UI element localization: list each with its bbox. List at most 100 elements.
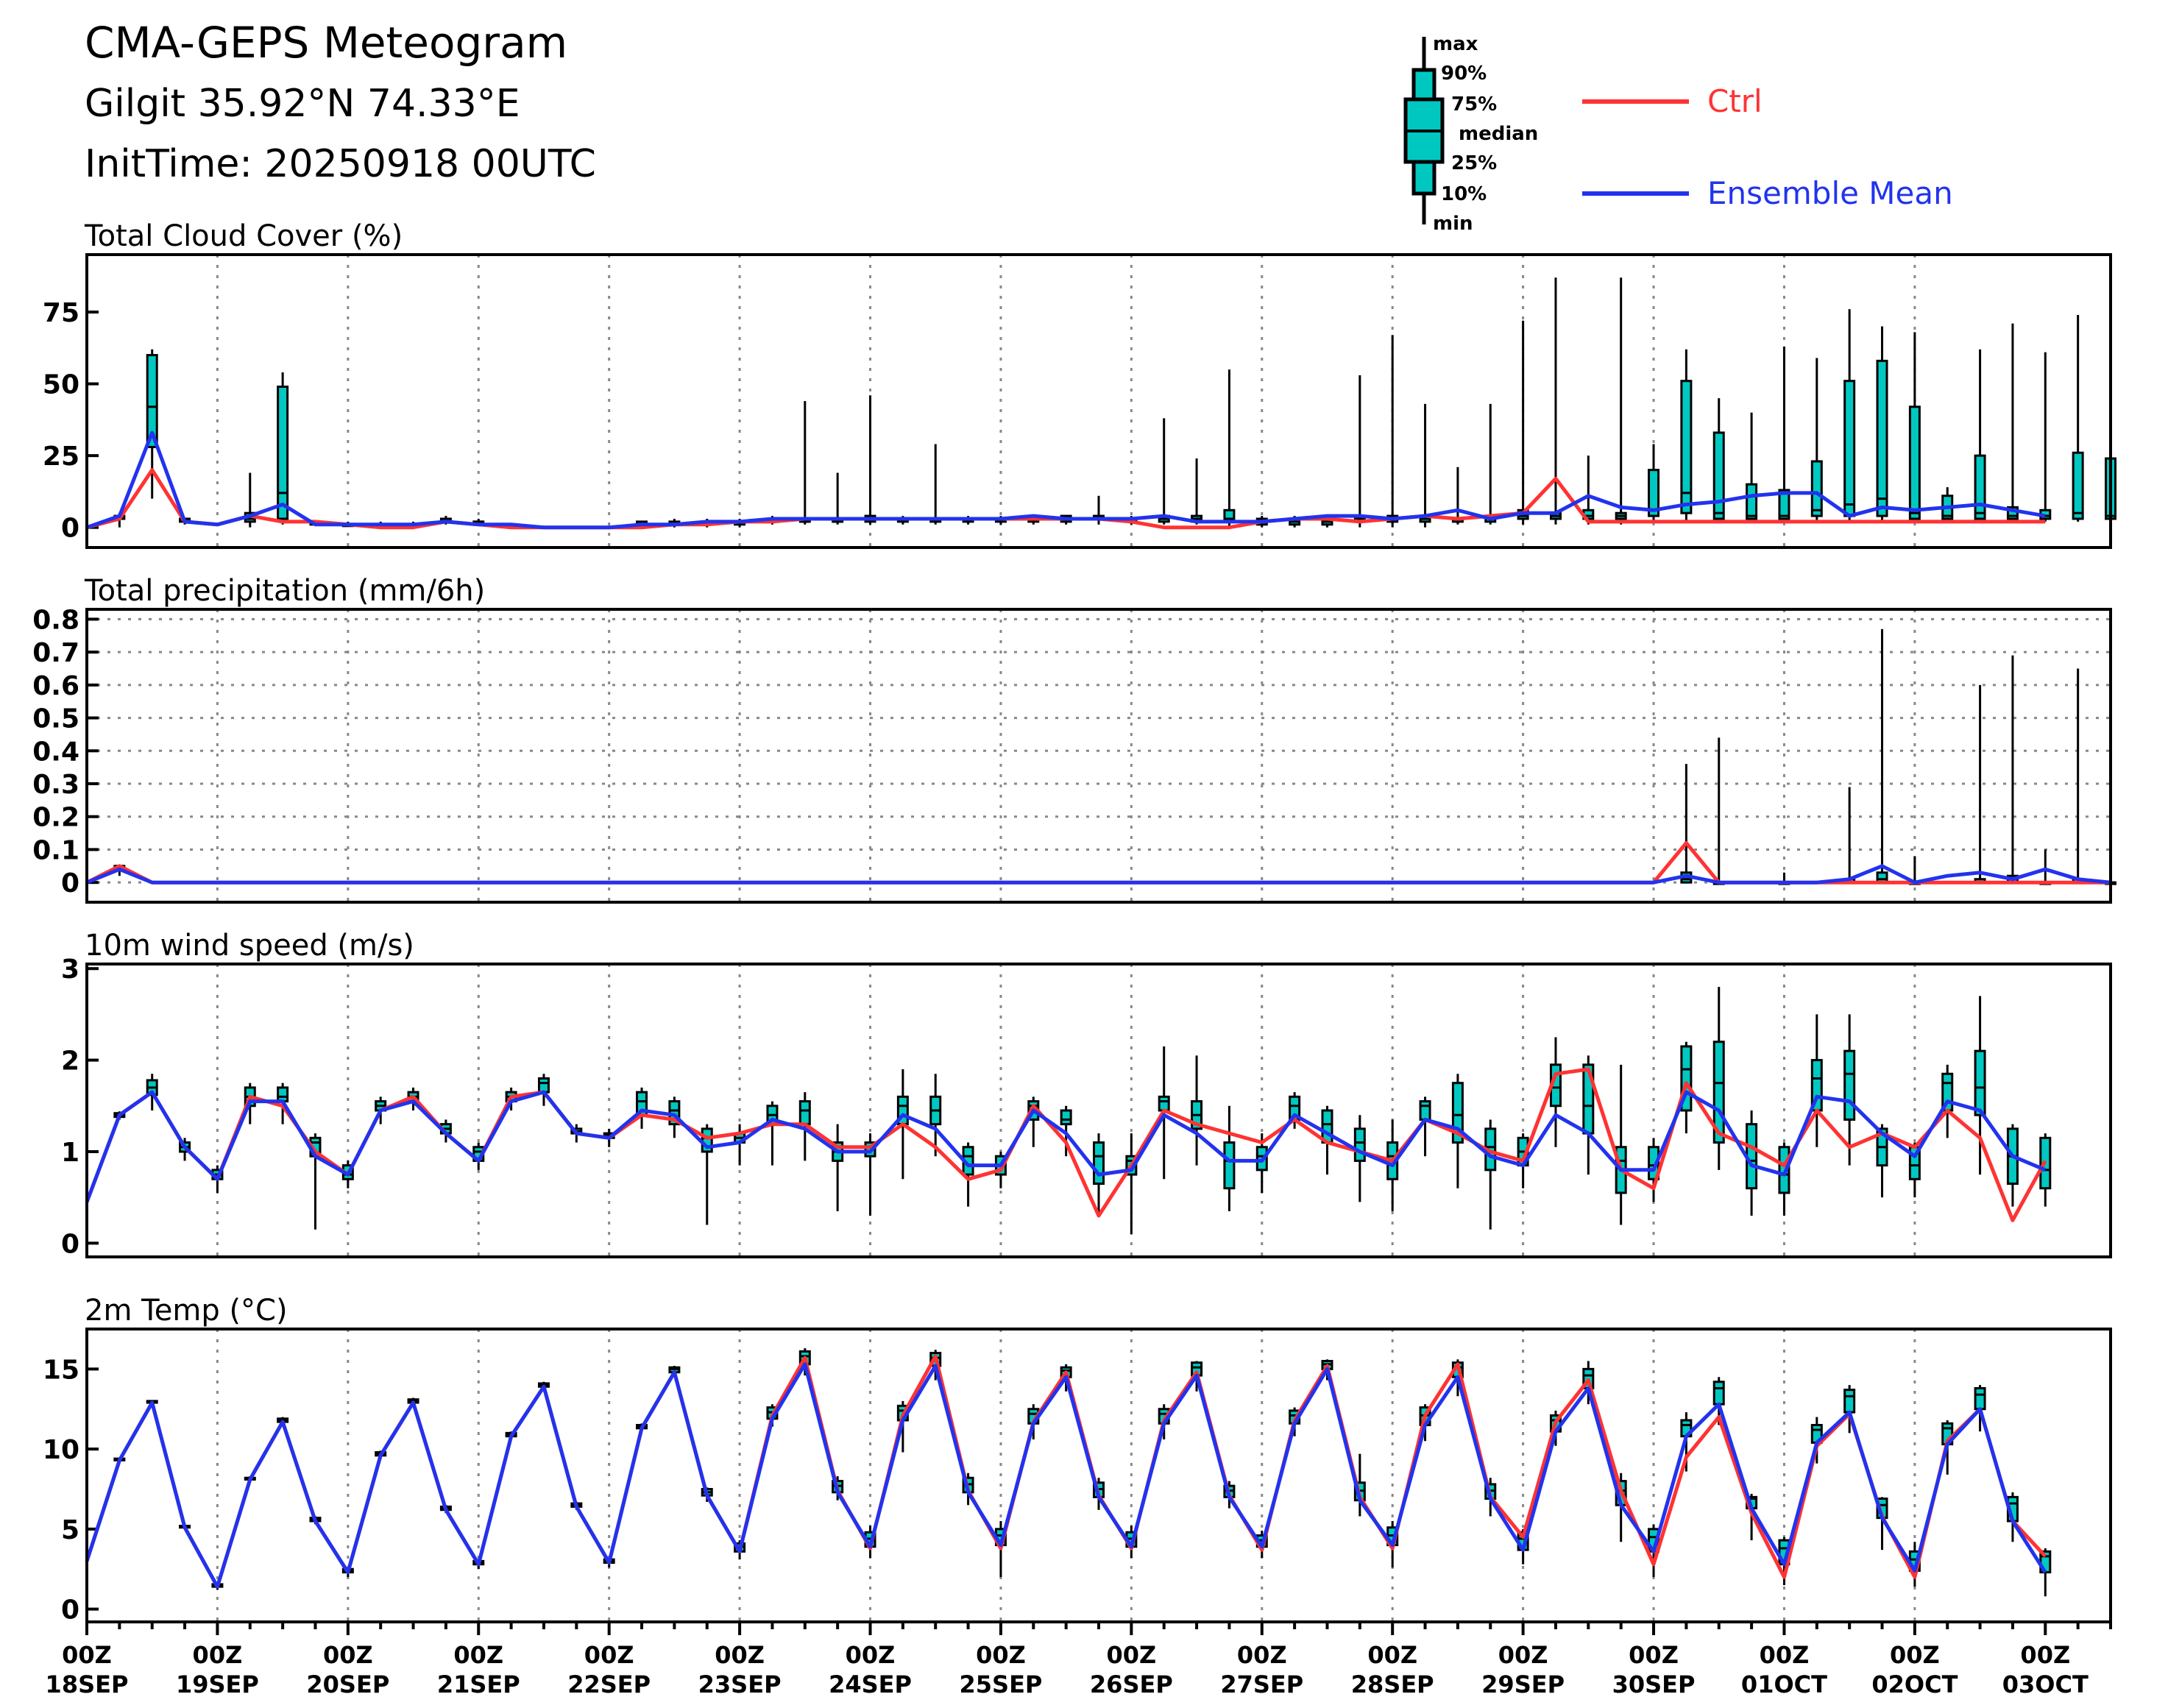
box-precip-60 — [2039, 849, 2052, 885]
x-tick-label-date: 22SEP — [567, 1670, 651, 1698]
box-cloud-24 — [864, 395, 876, 525]
legend-label-min: min — [1433, 213, 1473, 235]
x-axis: 00Z18SEP00Z19SEP00Z20SEP00Z21SEP00Z22SEP… — [46, 1622, 2112, 1698]
location-label: Gilgit 35.92°N 74.33°E — [85, 82, 520, 126]
box-precip-61 — [2072, 668, 2084, 884]
box-cloud-53 — [1810, 358, 1823, 522]
box-cloud-52 — [1778, 346, 1790, 522]
x-tick-label-time: 00Z — [715, 1641, 765, 1669]
box-wind-17 — [636, 1087, 648, 1129]
legend-label-median: median — [1459, 123, 1538, 145]
box-wind-14 — [537, 1074, 550, 1106]
ctrl-line-wind — [85, 1067, 2047, 1222]
legend-label-90: 90% — [1441, 63, 1487, 85]
box-body — [1974, 454, 1986, 520]
box-wind-58 — [1974, 996, 1986, 1175]
panel-title-temp: 2m Temp (°C) — [85, 1294, 288, 1328]
box-cloud-2 — [146, 349, 158, 499]
legend-label-25: 25% — [1451, 152, 1497, 174]
panel-wind: 10m wind speed (m/s) 0 1 2 3 — [61, 929, 2112, 1259]
box-body — [1712, 1381, 1725, 1406]
panel-frame — [85, 608, 2112, 904]
box-body — [1810, 460, 1823, 517]
box-cloud-60 — [2039, 352, 2052, 522]
box-wind-38 — [1321, 1105, 1333, 1175]
x-tick-label-time: 00Z — [976, 1641, 1026, 1669]
x-tick-label-time: 00Z — [846, 1641, 896, 1669]
x-tick-label-date: 23SEP — [698, 1670, 782, 1698]
y-tick-label: 0 — [61, 1595, 79, 1626]
box-cloud-6 — [277, 372, 289, 525]
box-cloud-61 — [2072, 314, 2084, 522]
x-tick-label-date: 02OCT — [1871, 1670, 1958, 1698]
y-tick-label: 0.2 — [32, 803, 79, 833]
x-tick-label-time: 00Z — [453, 1641, 503, 1669]
box-body — [1876, 359, 1888, 517]
x-tick-label-time: 00Z — [1237, 1641, 1287, 1669]
box-body — [1712, 431, 1725, 520]
mean-line-precip — [86, 864, 2111, 885]
box-cloud-56 — [1908, 332, 1921, 522]
y-tick-label: 10 — [43, 1435, 79, 1465]
box-cloud-47 — [1615, 277, 1627, 525]
panel-frame — [85, 963, 2112, 1258]
box-cloud-43 — [1484, 403, 1497, 525]
x-tick-label-date: 18SEP — [46, 1670, 129, 1698]
x-tick-label-date: 28SEP — [1351, 1670, 1434, 1698]
x-tick-label-date: 26SEP — [1090, 1670, 1173, 1698]
x-tick-label-date: 27SEP — [1220, 1670, 1303, 1698]
x-tick-label-time: 00Z — [1106, 1641, 1156, 1669]
box-precip-49 — [1680, 764, 1693, 884]
box-cloud-49 — [1680, 349, 1693, 522]
box-cloud-5 — [244, 472, 256, 528]
x-tick-label-time: 00Z — [1629, 1641, 1679, 1669]
box-body — [277, 385, 289, 520]
box-cloud-35 — [1223, 369, 1236, 528]
x-tick-label-date: 03OCT — [2002, 1670, 2089, 1698]
box-body — [1321, 1109, 1333, 1144]
box-cloud-45 — [1549, 277, 1562, 525]
mean-line-wind — [85, 1090, 2047, 1203]
box-wind-30 — [1060, 1105, 1072, 1157]
box-body — [277, 1086, 289, 1103]
box-body — [1974, 1049, 1986, 1116]
box-precip-55 — [1876, 628, 1888, 884]
y-tick-label: 25 — [43, 442, 79, 472]
box-body — [1060, 1109, 1072, 1126]
box-wind-47 — [1615, 1064, 1627, 1225]
box-wind-51 — [1746, 1110, 1758, 1216]
y-tick-label: 2 — [61, 1046, 79, 1077]
x-tick-label-time: 00Z — [2020, 1641, 2070, 1669]
box-body — [1223, 1141, 1236, 1190]
box-cloud-57 — [1941, 487, 1954, 522]
legend-label-max: max — [1433, 33, 1478, 55]
chart-title: CMA-GEPS Meteogram — [85, 18, 567, 68]
y-tick-label: 75 — [43, 298, 79, 328]
box-wind-32 — [1125, 1133, 1138, 1234]
box-wind-50 — [1712, 987, 1725, 1170]
x-tick-label-time: 00Z — [1890, 1641, 1940, 1669]
x-tick-label-date: 01OCT — [1741, 1670, 1827, 1698]
y-tick-label: 15 — [43, 1355, 79, 1385]
panel-title-wind: 10m wind speed (m/s) — [85, 929, 414, 963]
box-wind-52 — [1778, 1142, 1790, 1216]
legend-label-10: 10% — [1441, 183, 1487, 205]
box-legend-icon — [1403, 37, 1445, 224]
box-wind-6 — [277, 1082, 289, 1124]
panel-cloud: Total Cloud Cover (%) 0 25 50 75 — [43, 219, 2116, 549]
box-cloud-22 — [798, 401, 811, 525]
x-tick-label-date: 19SEP — [176, 1670, 259, 1698]
box-body — [2072, 451, 2084, 520]
box-wind-53 — [1810, 1014, 1823, 1147]
box-cloud-54 — [1843, 309, 1856, 522]
box-precip-54 — [1843, 787, 1856, 884]
box-body — [798, 1100, 811, 1126]
x-tick-label-time: 00Z — [1367, 1641, 1417, 1669]
panel-title-precip: Total precipitation (mm/6h) — [84, 574, 485, 608]
y-tick-label: 1 — [61, 1138, 79, 1168]
box-body — [1746, 483, 1758, 520]
mean-legend-label: Ensemble Mean — [1707, 175, 1953, 211]
box-wind-34 — [1191, 1055, 1203, 1166]
box-body — [146, 354, 158, 448]
